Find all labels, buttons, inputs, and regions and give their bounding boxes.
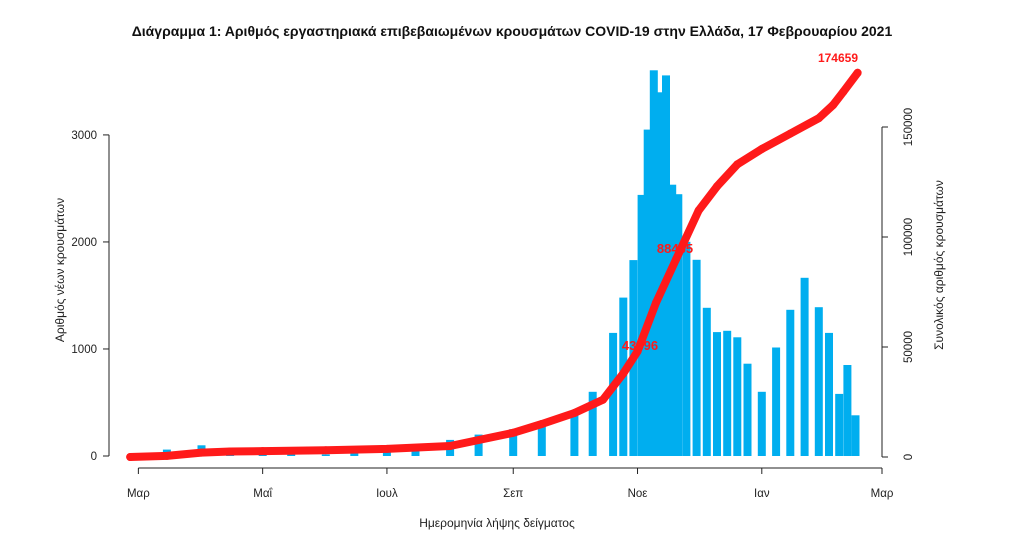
- chart-title: Διάγραμμα 1: Αριθμός εργαστηριακά επιβεβ…: [132, 23, 893, 39]
- line-point: [446, 442, 455, 450]
- line-point: [570, 409, 579, 417]
- y-tick-label-left: 3000: [71, 130, 97, 142]
- line-point: [509, 428, 518, 437]
- line-point: [786, 129, 795, 138]
- line-point: [162, 451, 171, 460]
- bar: [474, 434, 483, 456]
- axes: 0 1000 2000 3000 0 50000 100000 150000 Μαρ Μαΐ Ιου…: [71, 108, 915, 500]
- y-tick-label-right: 0: [903, 454, 915, 460]
- line-point: [733, 160, 742, 169]
- bar: [350, 452, 359, 456]
- bar: [655, 92, 664, 457]
- bar: [609, 332, 618, 456]
- bar: [825, 332, 833, 456]
- line-point: [651, 299, 660, 307]
- y-tick-label-left: 0: [91, 451, 97, 463]
- bar: [668, 184, 677, 456]
- y-tick-label-left: 1000: [71, 344, 97, 356]
- x-tick-label: Μαΐ: [253, 488, 273, 500]
- y-tick-label-right: 100000: [903, 218, 915, 256]
- line-point: [619, 369, 628, 378]
- line-point: [537, 420, 546, 428]
- annotation-label: 88465: [657, 241, 693, 256]
- bar: [637, 194, 646, 456]
- bar: [649, 70, 658, 457]
- annotation-label: 43896: [622, 338, 658, 353]
- line-point: [814, 114, 823, 123]
- x-tick-label: Μαρ: [871, 488, 894, 500]
- bar: [786, 309, 795, 456]
- bar: [835, 393, 844, 456]
- x-tick-label: Σεπ: [503, 488, 523, 500]
- line-point: [839, 87, 848, 96]
- y-tick-label-left: 2000: [71, 237, 97, 249]
- bar-series: [134, 70, 860, 457]
- bar: [814, 307, 823, 456]
- line-point: [672, 255, 681, 263]
- line-point: [713, 182, 721, 191]
- line-point: [126, 453, 135, 461]
- bar: [843, 365, 852, 456]
- line-point: [321, 446, 330, 455]
- bar: [570, 411, 579, 456]
- bar: [733, 337, 742, 456]
- bar: [692, 259, 701, 456]
- bar: [287, 453, 296, 456]
- bar: [757, 391, 766, 456]
- x-tick-label: Ιαν: [754, 488, 770, 500]
- line-point: [694, 206, 703, 215]
- x-tick-label: Ιουλ: [376, 488, 398, 500]
- x-axis-label: Ημερομηνία λήψης δείγματος: [419, 516, 575, 530]
- bar: [723, 330, 732, 456]
- line-point: [829, 101, 838, 109]
- bar: [713, 332, 721, 456]
- y-tick-label-right: 150000: [903, 108, 915, 146]
- y-axis-label-right: Συνολικός αριθμός κρουσμάτων: [932, 180, 946, 350]
- bar: [772, 347, 781, 456]
- bar: [674, 194, 683, 456]
- bar: [509, 429, 518, 456]
- x-tick-label: Νοε: [628, 488, 648, 500]
- bar: [851, 415, 860, 456]
- line-point: [853, 68, 862, 77]
- bar: [662, 75, 670, 457]
- cumulative-line: [126, 68, 862, 461]
- y-axis-label-left: Αριθμός νέων κρουσμάτων: [53, 198, 67, 342]
- annotations: 174659 88465 43896: [622, 51, 858, 353]
- line-point: [757, 145, 766, 153]
- line-point: [197, 448, 206, 457]
- bar: [411, 449, 420, 456]
- bar: [537, 421, 546, 456]
- line-point: [258, 447, 267, 456]
- bar: [702, 307, 711, 456]
- x-tick-label: Μαρ: [127, 488, 150, 500]
- annotation-label: 174659: [818, 51, 858, 65]
- bar: [588, 391, 597, 456]
- bar: [321, 454, 330, 456]
- line-point: [226, 447, 235, 456]
- bar: [800, 277, 809, 456]
- bar: [743, 363, 752, 456]
- line-point: [633, 347, 642, 356]
- bar: [643, 129, 652, 456]
- line-point: [382, 444, 391, 453]
- bar: [382, 451, 391, 456]
- y-tick-label-right: 50000: [903, 331, 915, 363]
- line-point: [598, 395, 607, 404]
- bar: [682, 241, 691, 456]
